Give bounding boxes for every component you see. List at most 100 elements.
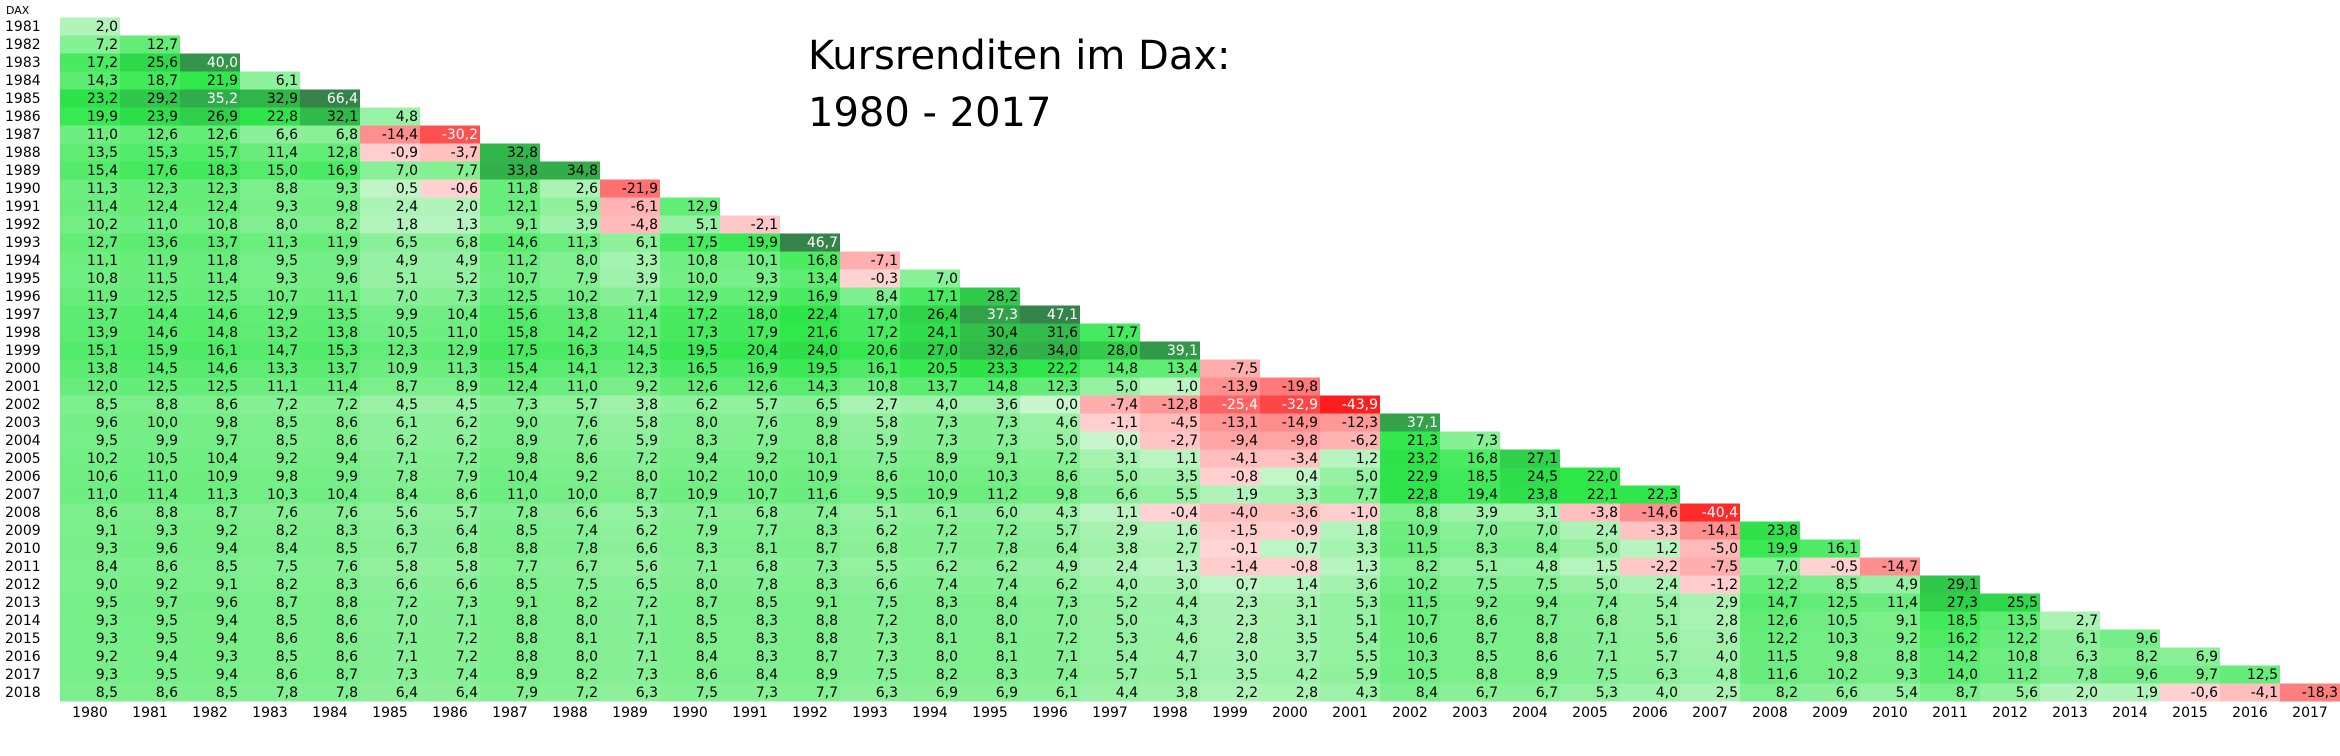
cell-value-label: 10,9 [687,487,718,503]
heatmap-cell [780,593,840,612]
cell-value-label: 8,8 [816,631,838,647]
cell-value-label: 7,8 [396,469,418,485]
cell-value-label: 40,0 [207,55,238,71]
cell-value-label: 12,5 [1827,595,1858,611]
heatmap-cell [180,395,240,414]
cell-value-label: 7,4 [936,577,958,593]
heatmap-cell [1620,593,1680,612]
heatmap-cell [180,647,240,666]
heatmap-cell [840,539,900,558]
column-label: 1999 [1212,705,1248,721]
cell-value-label: 13,8 [567,307,598,323]
cell-value-label: 5,6 [2016,685,2038,701]
cell-value-label: 6,0 [996,505,1018,521]
cell-value-label: 7,7 [456,163,478,179]
cell-value-label: 9,2 [1476,595,1498,611]
heatmap-cell [1440,485,1500,504]
heatmap-cell [480,215,540,234]
heatmap-cell [900,647,960,666]
cell-value-label: 8,9 [816,667,838,683]
column-label: 1982 [192,705,228,721]
heatmap-cell [1920,611,1980,630]
heatmap-cell [120,593,180,612]
cell-value-label: 6,7 [396,541,418,557]
cell-value-label: 5,3 [636,505,658,521]
cell-value-label: 0,7 [1296,541,1318,557]
cell-value-label: 8,9 [936,451,958,467]
heatmap-cell [420,233,480,252]
cell-value-label: 7,3 [1476,433,1498,449]
cell-value-label: 5,4 [1896,685,1918,701]
cell-value-label: 10,3 [1407,649,1438,665]
cell-value-label: 9,3 [756,271,778,287]
cell-value-label: 2,3 [1236,595,1258,611]
cell-value-label: 32,8 [507,145,538,161]
heatmap-cell [540,611,600,630]
heatmap-cell [60,287,120,306]
heatmap-cell [1740,665,1800,684]
heatmap-cell [660,557,720,576]
cell-value-label: 10,5 [1827,613,1858,629]
heatmap-cell [1080,431,1140,450]
cell-value-label: 10,9 [807,469,838,485]
column-label: 1984 [312,705,348,721]
cell-value-label: 4,2 [1296,667,1318,683]
heatmap-cell [60,629,120,648]
heatmap-cell [240,269,300,288]
cell-value-label: 25,6 [147,55,178,71]
heatmap-cells: 2,07,2 12,717,2 25,6 40,014,3 18,7 21,9 6,123,… [60,17,2340,702]
cell-value-label: 8,6 [336,613,358,629]
row-label: 1988 [5,145,41,161]
heatmap-cell [420,575,480,594]
cell-value-label: 8,0 [576,649,598,665]
cell-value-label: 8,8 [816,433,838,449]
cell-value-label: 3,1 [1296,613,1318,629]
cell-value-label: -12,8 [1162,397,1198,413]
heatmap-cell [1980,647,2040,666]
cell-value-label: 8,8 [1896,649,1918,665]
heatmap-cell [1200,377,1260,396]
heatmap-cell [240,323,300,342]
heatmap-cell [420,125,480,144]
cell-value-label: 16,8 [1467,451,1498,467]
heatmap-cell [1260,521,1320,540]
heatmap-cell [960,521,1020,540]
cell-value-label: -5,0 [1711,541,1738,557]
heatmap-cell [60,251,120,270]
heatmap-cell [1620,485,1680,504]
heatmap-cell [240,341,300,360]
cell-value-label: 26,9 [207,109,238,125]
cell-value-label: -19,8 [1282,379,1318,395]
heatmap-cell [480,593,540,612]
heatmap-cell [1020,467,1080,486]
corner-label: DAX [6,4,30,17]
heatmap-cell [720,215,780,234]
cell-value-label: 9,1 [516,595,538,611]
heatmap-cell [120,179,180,198]
cell-value-label: 6,2 [936,559,958,575]
heatmap-cell [1260,593,1320,612]
heatmap-cell [300,305,360,324]
heatmap-cell [1200,683,1260,702]
heatmap-cell [240,575,300,594]
cell-value-label: 5,1 [1476,559,1498,575]
cell-value-label: 8,4 [1416,685,1438,701]
heatmap-cell [60,71,120,90]
column-label: 2012 [1992,705,2028,721]
cell-value-label: 8,8 [276,181,298,197]
cell-value-label: 10,1 [807,451,838,467]
row-label: 1990 [5,181,41,197]
cell-value-label: 3,1 [1296,595,1318,611]
cell-value-label: 5,7 [756,397,778,413]
cell-value-label: 9,7 [216,433,238,449]
heatmap-cell [720,683,780,702]
heatmap-cell [360,611,420,630]
cell-value-label: 14,3 [87,73,118,89]
cell-value-label: 23,9 [147,109,178,125]
cell-value-label: 4,0 [1716,649,1738,665]
heatmap-cell [660,197,720,216]
cell-value-label: 8,6 [876,469,898,485]
cell-value-label: 7,5 [1596,667,1618,683]
cell-value-label: 8,2 [276,523,298,539]
